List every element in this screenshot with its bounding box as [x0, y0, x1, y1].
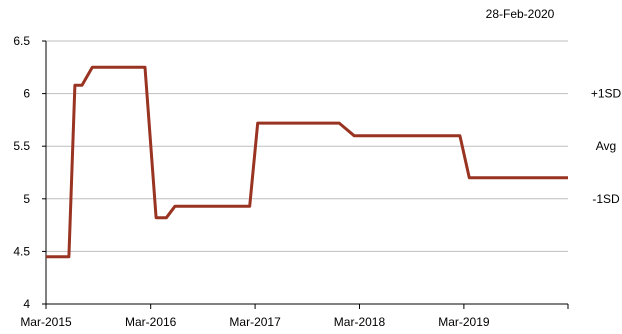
x-tick-label: Mar-2016 — [125, 315, 177, 329]
x-tick-label: Mar-2019 — [438, 315, 490, 329]
date-label: 28-Feb-2020 — [486, 7, 555, 21]
x-axis-ticks: Mar-2015 Mar-2016 Mar-2017 Mar-2018 Mar-2019 — [20, 304, 569, 329]
reference-label: Avg — [596, 139, 616, 153]
reference-label: +1SD — [591, 87, 622, 101]
reference-labels: +1SD Avg -1SD — [591, 87, 622, 206]
y-tick-label: 5 — [23, 192, 30, 206]
series-line — [46, 65, 568, 259]
series-layer — [46, 65, 568, 259]
y-tick-label: 4 — [23, 297, 30, 311]
reference-label: -1SD — [592, 192, 620, 206]
y-tick-label: 6.5 — [13, 34, 30, 48]
y-tick-label: 6 — [23, 87, 30, 101]
x-tick-label: Mar-2017 — [229, 315, 281, 329]
gridlines — [46, 40, 568, 252]
x-tick-label: Mar-2015 — [20, 315, 72, 329]
x-tick-label: Mar-2018 — [334, 315, 386, 329]
axes — [45, 41, 568, 305]
y-tick-label: 5.5 — [13, 139, 30, 153]
y-tick-label: 4.5 — [13, 244, 30, 258]
y-axis-ticks: 4 4.5 5 5.5 6 6.5 — [13, 34, 46, 311]
